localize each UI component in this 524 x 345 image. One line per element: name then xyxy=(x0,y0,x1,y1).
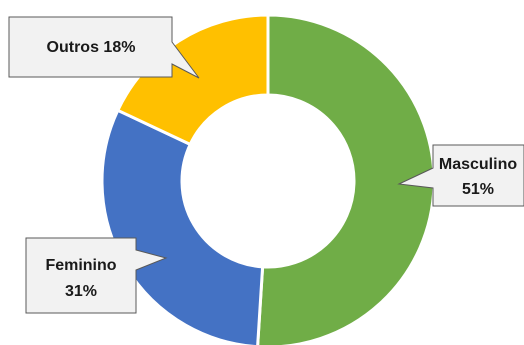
callout-outros: Outros 18% xyxy=(8,16,200,79)
callout-outros-box xyxy=(8,16,200,79)
donut-slices xyxy=(100,13,436,345)
callout-feminino-label: Feminino xyxy=(45,257,116,274)
callout-feminino: Feminino 31% xyxy=(25,237,168,314)
slice-feminino xyxy=(100,108,265,345)
callout-feminino-value: 31% xyxy=(65,283,97,300)
callout-masculino-box xyxy=(397,144,524,207)
callout-outros-label: Outros 18% xyxy=(47,39,136,56)
callout-masculino-value: 51% xyxy=(462,181,494,198)
slice-masculino xyxy=(256,13,436,345)
callout-masculino-label: Masculino xyxy=(439,156,517,173)
callout-masculino: Masculino 51% xyxy=(397,144,524,207)
callout-feminino-box xyxy=(25,237,168,314)
